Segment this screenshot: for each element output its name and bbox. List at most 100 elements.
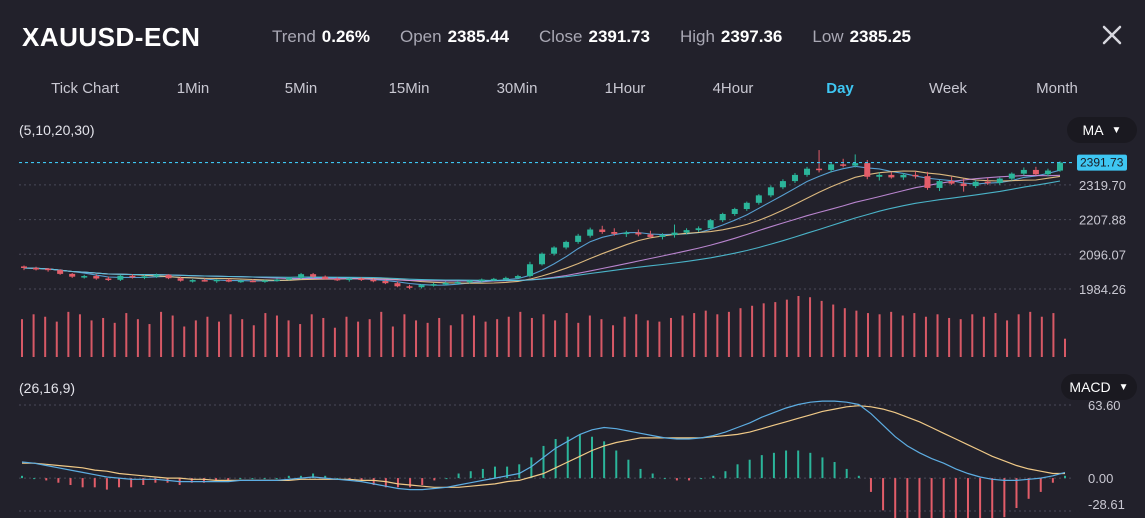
volume-bar	[623, 316, 626, 357]
tab-5min[interactable]: 5Min	[284, 80, 318, 97]
macd-histogram-bar	[991, 478, 994, 518]
volume-bar	[774, 302, 777, 357]
macd-histogram-bar	[69, 478, 72, 486]
header-bar: XAUUSD-ECN Trend 0.26% Open 2385.44 Close 2…	[0, 0, 1145, 72]
volume-bar	[345, 316, 348, 357]
candle-body	[249, 280, 256, 283]
volume-bar	[32, 314, 35, 357]
volume-bar	[739, 308, 742, 357]
candle-body	[526, 264, 533, 277]
tab-tick-chart[interactable]: Tick Chart	[51, 80, 119, 97]
macd-axis-labels: 63.60 0.00 -28.61	[1088, 398, 1125, 512]
macd-histogram-bar	[469, 471, 472, 479]
price-tick-label: 2319.70	[1079, 178, 1126, 193]
macd-histogram-bar	[287, 475, 290, 479]
candle-body	[466, 280, 473, 283]
candle-body	[912, 174, 919, 177]
candle-body	[1020, 169, 1027, 174]
volume-bar	[218, 321, 221, 357]
tab-1min[interactable]: 1Min	[176, 80, 210, 97]
tab-15min[interactable]: 15Min	[388, 80, 430, 97]
macd-histogram-bar	[202, 478, 205, 483]
tab-month[interactable]: Month	[1036, 80, 1078, 97]
candle-body	[322, 276, 329, 279]
ma-indicator-dropdown[interactable]: MA ▼	[1067, 117, 1137, 143]
candle-body	[394, 283, 401, 287]
candle-body	[418, 285, 425, 288]
close-button[interactable]	[1099, 22, 1125, 48]
candle-body	[286, 277, 293, 280]
volume-bar	[322, 317, 325, 357]
macd-histogram-bar	[906, 478, 909, 518]
tab-1hour[interactable]: 1Hour	[604, 80, 646, 97]
macd-histogram-bar	[105, 478, 108, 490]
timeframe-tabs: Tick Chart 1Min 5Min 15Min 30Min 1Hour 4…	[0, 80, 1145, 106]
close-icon	[1102, 25, 1122, 45]
stat-label: Trend	[272, 27, 316, 46]
macd-histogram-bar	[239, 478, 242, 480]
macd-histogram-bar	[130, 478, 133, 488]
stat-close: Close 2391.73	[539, 27, 650, 47]
volume-bar	[600, 319, 603, 357]
volume-bar	[809, 297, 812, 357]
volume-bar	[78, 314, 81, 357]
volume-bar	[994, 313, 997, 357]
candle-body	[840, 164, 847, 166]
candle-body	[406, 286, 413, 288]
price-tick-label: 1984.26	[1079, 282, 1126, 297]
volume-bar	[136, 319, 139, 357]
ma-params: (5,10,20,30)	[19, 122, 95, 138]
tab-4hour[interactable]: 4Hour	[712, 80, 754, 97]
volume-bar	[171, 315, 174, 357]
volume-bar	[449, 325, 452, 357]
macd-histogram-bar	[372, 478, 375, 486]
macd-histogram-bar	[384, 478, 387, 488]
stat-value: 2397.36	[720, 27, 783, 46]
candle-body	[743, 202, 750, 210]
macd-histogram-bar	[1003, 478, 1006, 518]
candle-body	[514, 276, 521, 278]
candle-body	[767, 187, 774, 196]
volume-bar	[44, 316, 47, 357]
macd-histogram-bar	[797, 450, 800, 479]
volume-bar	[333, 327, 336, 357]
macd-histogram-bar	[457, 473, 460, 479]
volume-bar	[658, 321, 661, 357]
volume-bar	[646, 320, 649, 357]
macd-histogram-bar	[857, 475, 860, 479]
chevron-down-icon: ▼	[1118, 381, 1129, 393]
candle-body	[165, 274, 172, 279]
volume-bar	[426, 322, 429, 357]
candle-body	[816, 168, 823, 171]
macd-histogram-bar	[506, 466, 509, 479]
candle-body	[273, 279, 280, 281]
volume-bar	[438, 317, 441, 357]
macd-histogram-bar	[554, 439, 557, 479]
candle-body	[105, 278, 112, 281]
macd-histogram-bar	[627, 459, 630, 479]
candle-body	[972, 181, 979, 187]
stat-label: Open	[399, 27, 442, 46]
volume-bar	[357, 321, 360, 357]
price-tick-label: 2096.07	[1079, 247, 1126, 262]
macd-indicator-dropdown[interactable]: MACD ▼	[1061, 374, 1137, 400]
tab-day[interactable]: Day	[826, 80, 854, 97]
candle-body	[948, 181, 955, 184]
macd-histogram-bar	[1064, 475, 1066, 479]
volume-bar	[1029, 311, 1032, 357]
candle-body	[382, 281, 389, 284]
macd-histogram-bar	[154, 478, 157, 483]
candle-body	[539, 253, 545, 265]
candle-body	[454, 281, 461, 284]
macd-histogram-bar	[1015, 478, 1018, 508]
tab-week[interactable]: Week	[928, 80, 968, 97]
volume-bar	[275, 315, 278, 357]
volume-bar	[832, 304, 835, 357]
macd-histogram-bar	[675, 478, 678, 481]
candle-body	[852, 163, 859, 166]
tab-30min[interactable]: 30Min	[496, 80, 538, 97]
candle-body	[551, 247, 558, 254]
candle-body	[900, 174, 907, 178]
volume-bar	[519, 311, 522, 357]
